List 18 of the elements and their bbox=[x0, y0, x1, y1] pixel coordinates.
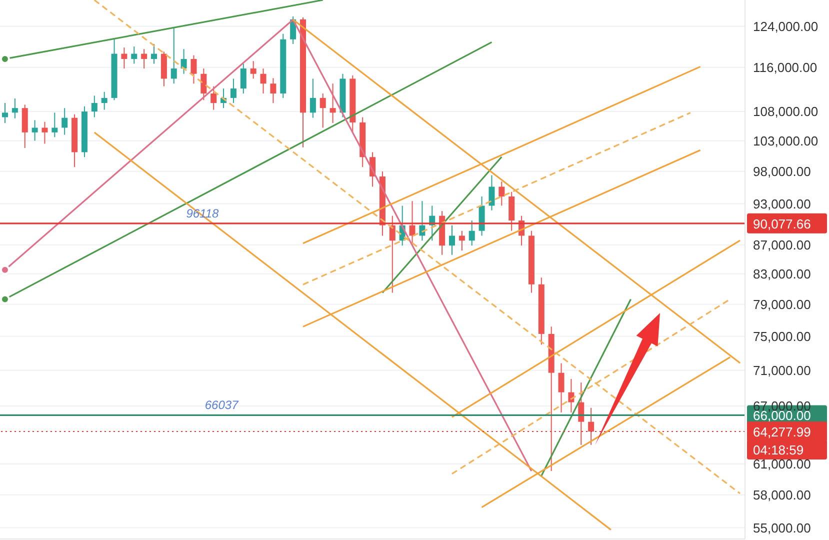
y-tick-label: 116,000.00 bbox=[753, 60, 818, 76]
annotation: 66037 bbox=[204, 398, 240, 412]
y-tick-label: 58,000.00 bbox=[753, 488, 811, 503]
y-tick-label: 61,000.00 bbox=[753, 456, 811, 472]
text: 04:18:59 bbox=[753, 442, 804, 458]
y-tick-label: 79,000.00 bbox=[753, 296, 811, 312]
y-tick-label: 87,000.00 bbox=[753, 237, 811, 252]
y-tick-label: 98,000.00 bbox=[753, 164, 811, 180]
y-tick-label: 55,000.00 bbox=[753, 520, 811, 536]
ref-line-label: 64,277.99 bbox=[753, 424, 811, 440]
y-tick-label: 71,000.00 bbox=[753, 362, 811, 378]
ref-line-label: 90,077.66 bbox=[753, 216, 811, 232]
y-tick-label: 124,000.00 bbox=[753, 18, 818, 34]
y-tick-label: 93,000.00 bbox=[753, 196, 811, 212]
y-tick-label: 83,000.00 bbox=[753, 266, 811, 282]
y-tick-label: 108,000.00 bbox=[753, 104, 818, 120]
y-tick-label: 75,000.00 bbox=[753, 329, 811, 344]
y-tick-label: 103,000.00 bbox=[753, 133, 818, 148]
